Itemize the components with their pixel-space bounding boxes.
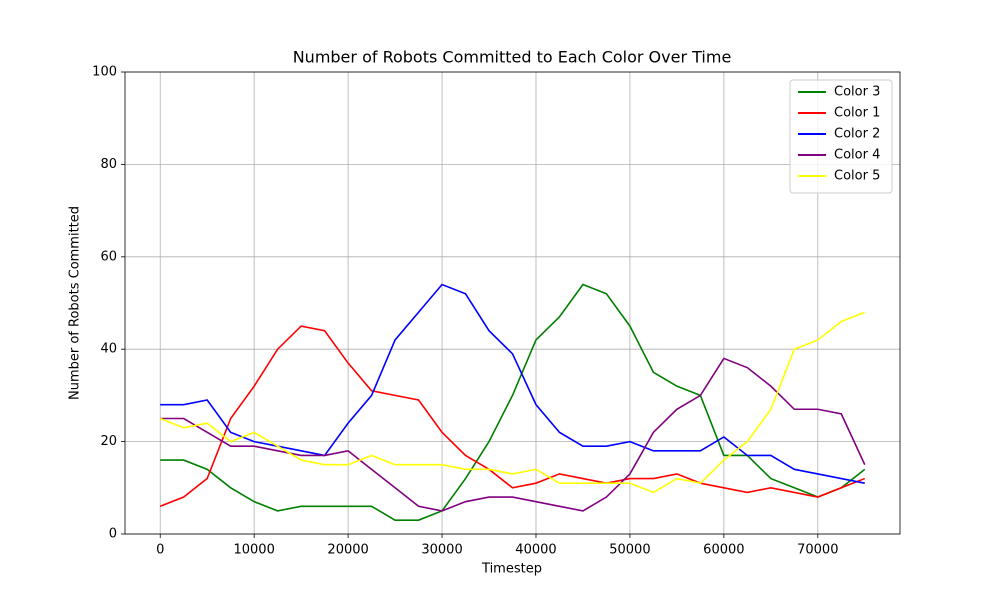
x-tick-label: 10000 <box>233 543 274 558</box>
x-tick-label: 20000 <box>327 543 368 558</box>
legend-label: Color 5 <box>834 169 880 184</box>
y-tick-label: 80 <box>100 157 117 172</box>
data-line <box>159 311 866 494</box>
legend-label: Color 2 <box>834 127 880 142</box>
y-tick-label: 20 <box>100 434 117 449</box>
legend-box <box>789 79 893 194</box>
y-tick-label: 60 <box>100 249 117 264</box>
x-tick-label: 0 <box>156 543 164 558</box>
legend-label: Color 4 <box>834 148 880 163</box>
y-tick-label: 40 <box>100 342 117 357</box>
data-line <box>160 283 865 484</box>
x-axis-label: Timestep <box>481 562 542 577</box>
y-axis-label: Number of Robots Committed <box>68 206 83 400</box>
data-line <box>160 283 866 521</box>
x-tick-label: 70000 <box>797 543 838 558</box>
chart-title: Number of Robots Committed to Each Color… <box>293 48 732 67</box>
data-line <box>160 357 866 512</box>
legend-label: Color 3 <box>834 85 880 100</box>
data-line <box>159 325 866 508</box>
x-tick-label: 40000 <box>515 543 556 558</box>
legend-label: Color 1 <box>834 106 880 121</box>
x-tick-label: 50000 <box>609 543 650 558</box>
plot-frame <box>124 71 901 535</box>
x-tick-label: 30000 <box>421 543 462 558</box>
x-tick-label: 60000 <box>703 543 744 558</box>
y-tick-label: 0 <box>109 527 117 542</box>
y-tick-label: 100 <box>92 65 117 80</box>
